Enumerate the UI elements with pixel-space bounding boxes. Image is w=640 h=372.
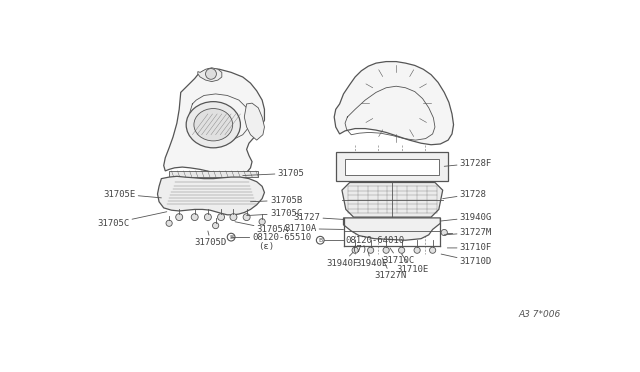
- Circle shape: [367, 247, 374, 253]
- Circle shape: [227, 233, 235, 241]
- Circle shape: [352, 247, 358, 253]
- Text: 31710A: 31710A: [284, 224, 344, 233]
- Circle shape: [218, 214, 225, 221]
- Text: 31727N: 31727N: [374, 258, 407, 280]
- Text: B: B: [229, 235, 233, 240]
- Text: 31705D: 31705D: [195, 231, 227, 247]
- Text: 31705A: 31705A: [235, 222, 289, 234]
- Polygon shape: [344, 218, 440, 240]
- Circle shape: [243, 214, 250, 221]
- Text: 31727M: 31727M: [444, 228, 492, 237]
- Polygon shape: [198, 68, 222, 81]
- Text: 31940G: 31940G: [441, 213, 492, 222]
- Text: (ε): (ε): [259, 242, 275, 251]
- Polygon shape: [157, 176, 264, 215]
- Text: 31727: 31727: [293, 213, 344, 222]
- Text: 31728: 31728: [443, 189, 486, 199]
- Text: 31710E: 31710E: [396, 254, 428, 274]
- Polygon shape: [345, 158, 439, 175]
- Circle shape: [399, 247, 404, 253]
- Polygon shape: [164, 68, 264, 176]
- Circle shape: [441, 230, 447, 235]
- Text: 31940E: 31940E: [355, 253, 387, 268]
- Circle shape: [316, 236, 324, 244]
- Circle shape: [212, 222, 219, 229]
- Circle shape: [204, 214, 211, 221]
- Polygon shape: [342, 183, 443, 217]
- Polygon shape: [336, 153, 448, 181]
- Text: 08120-65510: 08120-65510: [252, 232, 311, 242]
- Text: 31710C: 31710C: [382, 248, 415, 265]
- Ellipse shape: [186, 102, 241, 148]
- Text: 31705: 31705: [243, 169, 305, 178]
- Text: (7): (7): [351, 245, 367, 254]
- Ellipse shape: [194, 109, 233, 141]
- Text: A3 7*006: A3 7*006: [518, 310, 561, 319]
- Circle shape: [230, 214, 237, 221]
- Text: 31705C: 31705C: [97, 212, 167, 228]
- Circle shape: [191, 214, 198, 221]
- Text: 31705C: 31705C: [246, 209, 302, 218]
- Polygon shape: [334, 62, 454, 145]
- Circle shape: [166, 220, 172, 226]
- Circle shape: [259, 219, 265, 225]
- Text: 31710D: 31710D: [441, 254, 492, 266]
- Text: 31728F: 31728F: [444, 159, 492, 168]
- Circle shape: [205, 68, 216, 79]
- Polygon shape: [169, 171, 259, 177]
- Polygon shape: [244, 103, 264, 140]
- Text: 31705B: 31705B: [250, 196, 302, 205]
- Circle shape: [176, 214, 182, 221]
- Text: 08120-64010: 08120-64010: [345, 236, 404, 245]
- Circle shape: [414, 247, 420, 253]
- Text: 31705E: 31705E: [103, 189, 161, 199]
- Text: 31940F: 31940F: [326, 253, 358, 268]
- Circle shape: [429, 247, 436, 253]
- Text: 31710F: 31710F: [447, 243, 492, 253]
- Text: B: B: [318, 238, 323, 243]
- Circle shape: [383, 247, 389, 253]
